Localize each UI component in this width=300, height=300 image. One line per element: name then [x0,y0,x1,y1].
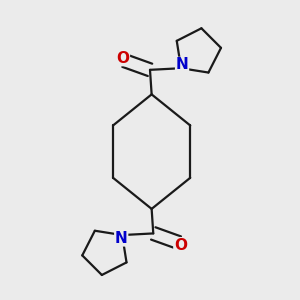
Text: O: O [174,238,187,253]
Text: O: O [116,51,129,66]
Text: N: N [115,231,128,246]
Text: N: N [176,57,188,72]
